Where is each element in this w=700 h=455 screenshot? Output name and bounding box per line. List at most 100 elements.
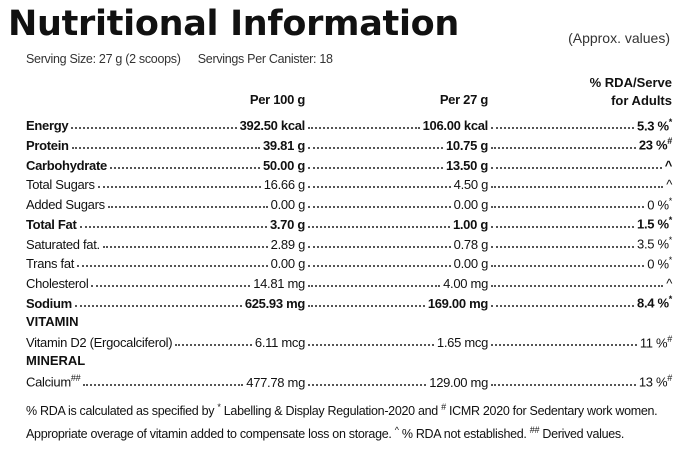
table-row: Calcium## 477.78 mg 129.00 mg 13 %# (26, 371, 672, 390)
nutrient-name-text: Energy (26, 118, 69, 133)
table-row: Total Sugars 16.66 g 4.50 g ^ (26, 173, 672, 192)
leader (491, 146, 636, 149)
leader (491, 225, 635, 228)
value-per-100g: 50.00 g (263, 157, 305, 173)
rda-value: 23 % (638, 137, 668, 153)
footnote-text: Derived values. (539, 427, 624, 442)
rda-mark: * (668, 254, 673, 265)
value-per-100g: 625.93 mg (244, 295, 305, 311)
value-per-100g: 0.00 g (270, 197, 306, 212)
nutrient-name-text: Carbohydrate (26, 157, 107, 173)
rda-mark: # (667, 333, 672, 344)
value-per-serve: 4.00 mg (443, 276, 488, 291)
leader (308, 186, 451, 189)
footnote-text: Labelling & Display Regulation-2020 and (220, 404, 442, 419)
nutrient-name: Cholesterol (26, 276, 89, 291)
cell: 11 %# (488, 331, 672, 350)
footnote-mark: # (441, 402, 446, 412)
cell: 4.00 mg (305, 272, 488, 291)
cell: 0.78 g (305, 233, 488, 252)
value-per-100g: 392.50 kcal (239, 118, 306, 133)
rda-value: 11 % (639, 335, 668, 351)
value-per-100g: 477.78 mg (246, 374, 305, 390)
cell: 129.00 mg (305, 371, 488, 390)
cell: 1.65 mcg (305, 331, 488, 350)
table-row: Added Sugars 0.00 g 0.00 g 0 %* (26, 193, 672, 212)
cell: 0 %* (488, 193, 672, 212)
cell: Protein 39.81 g (26, 134, 305, 153)
rda-header-line: % RDA/Serve (589, 75, 672, 90)
value-per-serve: 1.00 g (452, 216, 488, 232)
leader (79, 225, 267, 228)
cell: Saturated fat. 2.89 g (26, 233, 305, 252)
cell: 5.3 %* (488, 114, 672, 133)
cell: Trans fat 0.00 g (26, 252, 305, 271)
rda: 13 %# (639, 373, 672, 389)
nutrient-name-text: Trans fat (26, 256, 75, 272)
cell: Energy 392.50 kcal (26, 114, 305, 133)
rda-header: % RDA/Serve for Adults (590, 74, 672, 110)
nutrient-name-text: Total Sugars (26, 177, 95, 193)
nutrient-name-text: Protein (26, 137, 69, 153)
cell: 10.75 g (305, 134, 488, 153)
cell: 0 %* (488, 252, 672, 271)
value-per-serve: 1.65 mcg (436, 335, 488, 351)
leader (107, 206, 268, 208)
leader (71, 127, 237, 129)
nutrient-name: Sodium (26, 296, 72, 311)
value-per-100g: 2.89 g (270, 236, 306, 252)
cell: 8.4 %* (488, 292, 672, 311)
value-per-serve: 129.00 mg (429, 374, 488, 390)
rda: 0 %* (647, 255, 672, 271)
rda-value: 13 % (638, 374, 668, 390)
table-row: Vitamin D2 (Ergocalciferol) 6.11 mcg 1.65 … (26, 331, 672, 350)
table-row: Energy 392.50 kcal 106.00 kcal 5.3 %* (26, 114, 672, 133)
cell: 0.00 g (305, 252, 488, 271)
value-per-100g: 3.70 g (269, 216, 305, 232)
nutrient-name: Protein (26, 138, 69, 153)
leader (308, 245, 451, 248)
table-row: Saturated fat. 2.89 g 0.78 g 3.5 %* (26, 233, 672, 252)
nutrient-name: Added Sugars (26, 197, 105, 212)
cell: 106.00 kcal (305, 114, 488, 133)
cell: Total Fat 3.70 g (26, 213, 305, 232)
value-per-100g: 14.81 mg (253, 276, 305, 291)
rda: 0 %* (647, 196, 672, 212)
rda-value: 1.5 % (637, 216, 669, 232)
cell: Carbohydrate 50.00 g (26, 154, 305, 173)
leader (308, 304, 425, 307)
note: (Approx. values) (568, 30, 670, 46)
rda-mark: # (667, 136, 672, 147)
leader (71, 146, 260, 149)
cell: Vitamin D2 (Ergocalciferol) 6.11 mcg (26, 331, 305, 350)
cell: 0.00 g (305, 193, 488, 212)
leader (491, 127, 635, 129)
serving-info: Serving Size: 27 g (2 scoops) Servings P… (26, 52, 347, 66)
cell: 169.00 mg (305, 292, 488, 311)
leader (109, 166, 260, 169)
cell: 1.5 %* (488, 213, 672, 232)
leader (74, 304, 242, 307)
nutrient-name-text: Sodium (26, 295, 72, 311)
value-per-serve: 4.50 g (453, 177, 489, 193)
serving-size: Serving Size: 27 g (2 scoops) (26, 52, 181, 66)
leader (308, 265, 451, 268)
rda-mark: * (668, 195, 673, 206)
title: Nutritional Information (8, 4, 460, 44)
value-per-serve: 13.50 g (446, 157, 488, 173)
rda-mark: * (668, 294, 673, 305)
leader (491, 344, 637, 347)
rda: 23 %# (639, 136, 672, 152)
leader (491, 206, 645, 208)
table-row: Cholesterol 14.81 mg 4.00 mg ^ (26, 272, 672, 291)
cell: 23 %# (488, 134, 672, 153)
cell: ^ (488, 154, 672, 173)
leader (491, 166, 662, 169)
value-per-100g: 16.66 g (263, 177, 306, 193)
leader (91, 285, 251, 287)
value-per-serve: 0.00 g (453, 197, 489, 212)
rda-mark: * (668, 116, 673, 127)
rda: ^ (666, 276, 672, 291)
rda: 5.3 %* (637, 117, 672, 133)
